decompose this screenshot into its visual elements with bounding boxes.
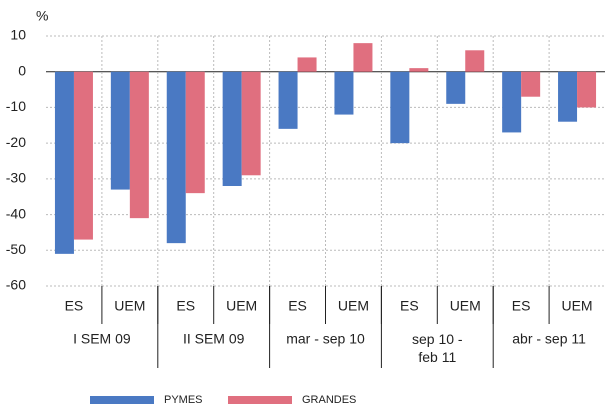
bar [110,71,130,190]
group-label: mar - sep 10 [286,331,365,347]
bar [446,71,466,104]
x-tick-label: ES [65,298,84,314]
y-unit: % [36,8,48,24]
x-tick-label: UEM [226,298,257,314]
y-tick-label: -60 [6,277,26,293]
bar [222,71,242,186]
bar [390,71,410,144]
bar [353,43,373,72]
bar [577,71,597,108]
legend-swatch [90,396,154,404]
x-tick-label: UEM [338,298,369,314]
x-tick-label: ES [176,298,195,314]
y-tick-label: -50 [6,241,26,257]
y-tick-label: -20 [6,134,26,150]
x-tick-label: ES [288,298,307,314]
legend-label: PYMES [164,394,203,406]
group-label: abr - sep 11 [512,331,586,347]
bar [409,68,429,72]
y-tick-label: -10 [6,98,26,114]
x-tick-label: UEM [561,298,592,314]
bar [185,71,205,194]
y-tick-label: -30 [6,170,26,186]
x-tick-label: UEM [450,298,481,314]
bar [241,71,261,176]
y-tick-label: -40 [6,205,26,221]
group-label: sep 10 -feb 11 [412,331,463,365]
bar [558,71,578,122]
x-tick-label: ES [512,298,531,314]
group-label: I SEM 09 [73,331,131,347]
bar [521,71,541,97]
y-tick-label: 0 [18,62,26,78]
y-tick-label: 10 [10,27,26,43]
legend-label: GRANDES [302,394,356,406]
bar [129,71,149,219]
x-tick-label: UEM [114,298,145,314]
bar [297,57,317,72]
bar [166,71,186,244]
x-tick-label: ES [400,298,419,314]
group-label: II SEM 09 [183,331,245,347]
bar [278,71,298,129]
legend-swatch [228,396,292,404]
bar [334,71,354,115]
bar [54,71,74,254]
bar [73,71,93,240]
bar [502,71,522,133]
bar [465,50,485,72]
